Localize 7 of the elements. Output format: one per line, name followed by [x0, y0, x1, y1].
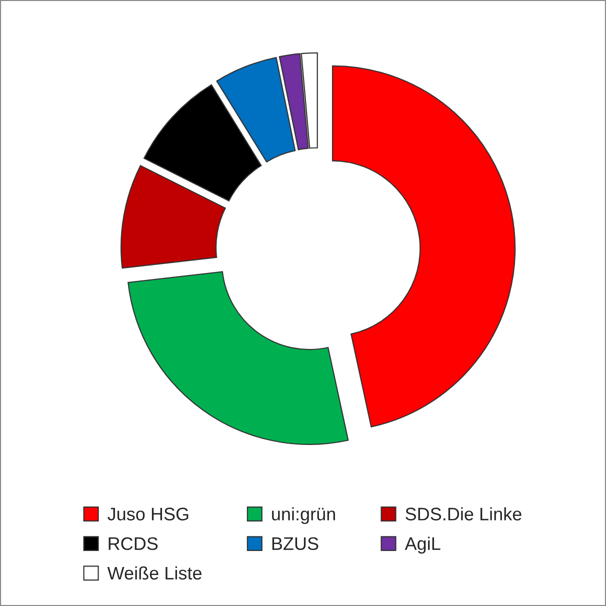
- legend-label: RCDS: [108, 537, 158, 550]
- legend-label: SDS.Die Linke: [406, 507, 522, 520]
- legend-label: BZUS: [272, 537, 318, 550]
- legend-label: Weiße Liste: [107, 566, 202, 580]
- legend-label: uni:grün: [272, 507, 335, 524]
- legend-label: Juso HSG: [108, 508, 188, 520]
- legend-label: AgiL: [404, 536, 440, 554]
